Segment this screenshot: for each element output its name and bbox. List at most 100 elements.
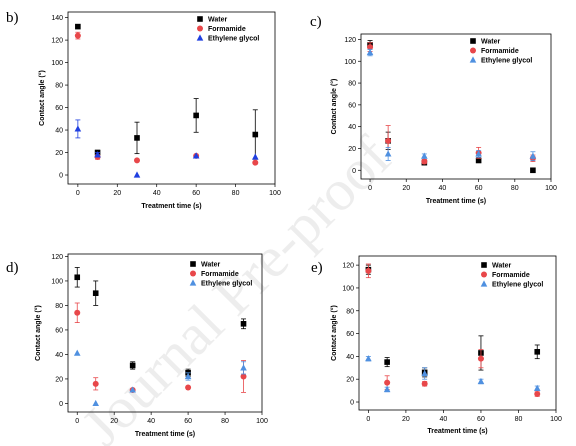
data-point (94, 151, 101, 158)
plot-frame (67, 11, 276, 185)
x-axis-title: Treatment time (s) (427, 428, 487, 435)
data-point (74, 309, 81, 316)
x-tick-label: 60 (477, 416, 485, 423)
y-tick-label: 100 (344, 59, 356, 66)
x-axis-title: Treatment time (s) (426, 198, 486, 205)
legend-marker (190, 261, 196, 267)
y-tick-label: 40 (55, 352, 63, 359)
legend-marker (470, 47, 476, 54)
legend-marker (197, 16, 203, 22)
x-tick-label: 80 (511, 185, 519, 192)
data-point (92, 290, 99, 296)
data-point (421, 158, 428, 165)
x-tick-label: 0 (366, 416, 370, 423)
legend-marker (196, 34, 204, 41)
data-point (384, 150, 392, 157)
data-point (74, 274, 81, 281)
legend: Water Formamide Ethylene glycol (469, 38, 532, 65)
plot-frame (358, 255, 557, 411)
data-point (365, 355, 372, 362)
series-ethylene-glycol (365, 355, 541, 393)
x-tick-label: 100 (256, 418, 268, 425)
legend-label: Water (481, 39, 500, 46)
x-tick-label: 60 (475, 185, 483, 192)
data-point (421, 380, 428, 387)
y-axis-title: Contact angle (°) (330, 305, 338, 361)
series-formamide (365, 263, 541, 398)
x-tick-label: 80 (221, 418, 229, 425)
y-tick-label: 120 (51, 254, 63, 261)
legend-label: Formamide (481, 48, 519, 55)
x-tick-label: 40 (153, 190, 161, 197)
y-tick-label: 120 (51, 38, 63, 45)
chart-panel-b: b) 0 20 40 60 80 100 0 20 40 60 80 100 120 140 Treatmen… (6, 10, 281, 210)
y-tick-label: 80 (348, 81, 356, 88)
y-tick-label: 20 (346, 377, 354, 384)
y-axis-title: Contact angle (°) (38, 70, 46, 126)
data-point (133, 171, 141, 178)
x-tick-label: 20 (113, 190, 121, 197)
x-tick-label: 40 (147, 418, 155, 425)
data-point (74, 125, 82, 132)
legend-label: Formamide (208, 26, 246, 33)
legend-label: Ethylene glycol (481, 58, 532, 65)
series-ethylene-glycol (366, 48, 537, 161)
data-point (73, 349, 81, 356)
data-point (184, 372, 192, 380)
data-point (134, 157, 140, 164)
chart-panel-c: c) 0 20 40 60 80 100 0 20 40 60 80 100 120 Treatment t… (310, 14, 557, 205)
x-tick-label: 60 (184, 418, 192, 425)
data-point (74, 32, 81, 39)
data-point (92, 399, 100, 407)
y-axis-title: Contact angle (°) (34, 305, 42, 361)
data-point (421, 152, 428, 159)
x-tick-label: 100 (550, 416, 562, 423)
plot-frame (67, 253, 263, 413)
data-point (251, 153, 259, 160)
legend-label: Formamide (492, 272, 530, 279)
y-tick-label: 120 (342, 263, 354, 270)
legend-marker (189, 279, 197, 286)
x-tick-label: 0 (368, 185, 372, 192)
data-point (383, 385, 391, 393)
panel-label: c) (310, 14, 322, 30)
x-tick-label: 100 (545, 185, 557, 192)
legend-label: Water (208, 17, 227, 24)
data-point (384, 379, 391, 386)
x-tick-label: 20 (402, 185, 410, 192)
y-tick-label: 100 (342, 285, 354, 292)
panel-label: e) (311, 260, 323, 276)
data-point (129, 362, 136, 369)
x-tick-label: 60 (192, 190, 200, 197)
x-tick-label: 40 (440, 416, 448, 423)
y-tick-label: 20 (348, 146, 356, 153)
x-tick-label: 80 (232, 190, 240, 197)
panel-label: b) (6, 10, 19, 26)
y-tick-label: 100 (51, 60, 63, 67)
x-axis-title: Treatment time (s) (141, 203, 201, 210)
data-point (366, 48, 374, 56)
legend-marker (481, 262, 487, 268)
x-tick-label: 100 (269, 190, 281, 197)
y-tick-label: 140 (51, 15, 63, 22)
chart-panel-e: e) 0 20 40 60 80 100 0 20 40 60 80 100 120 Treatment t… (311, 255, 562, 435)
data-point (421, 369, 428, 377)
legend-marker (470, 38, 476, 44)
y-tick-label: 60 (55, 105, 63, 112)
legend-label: Ethylene glycol (201, 281, 252, 288)
data-point (477, 355, 484, 362)
y-tick-label: 20 (55, 150, 63, 157)
data-point (129, 386, 136, 393)
y-tick-label: 120 (344, 37, 356, 44)
series-ethylene-glycol (73, 349, 247, 407)
data-point (530, 167, 536, 174)
panel-label: d) (6, 260, 19, 276)
data-point (75, 23, 81, 30)
x-tick-label: 0 (76, 190, 80, 197)
series-formamide (74, 302, 247, 393)
legend-label: Ethylene glycol (208, 36, 259, 43)
legend: Water Formamide Ethylene glycol (189, 261, 252, 288)
y-tick-label: 60 (55, 327, 63, 334)
chart-panel-d: d) 0 20 40 60 80 100 0 20 40 60 80 100 120 Treatment t… (6, 253, 268, 438)
